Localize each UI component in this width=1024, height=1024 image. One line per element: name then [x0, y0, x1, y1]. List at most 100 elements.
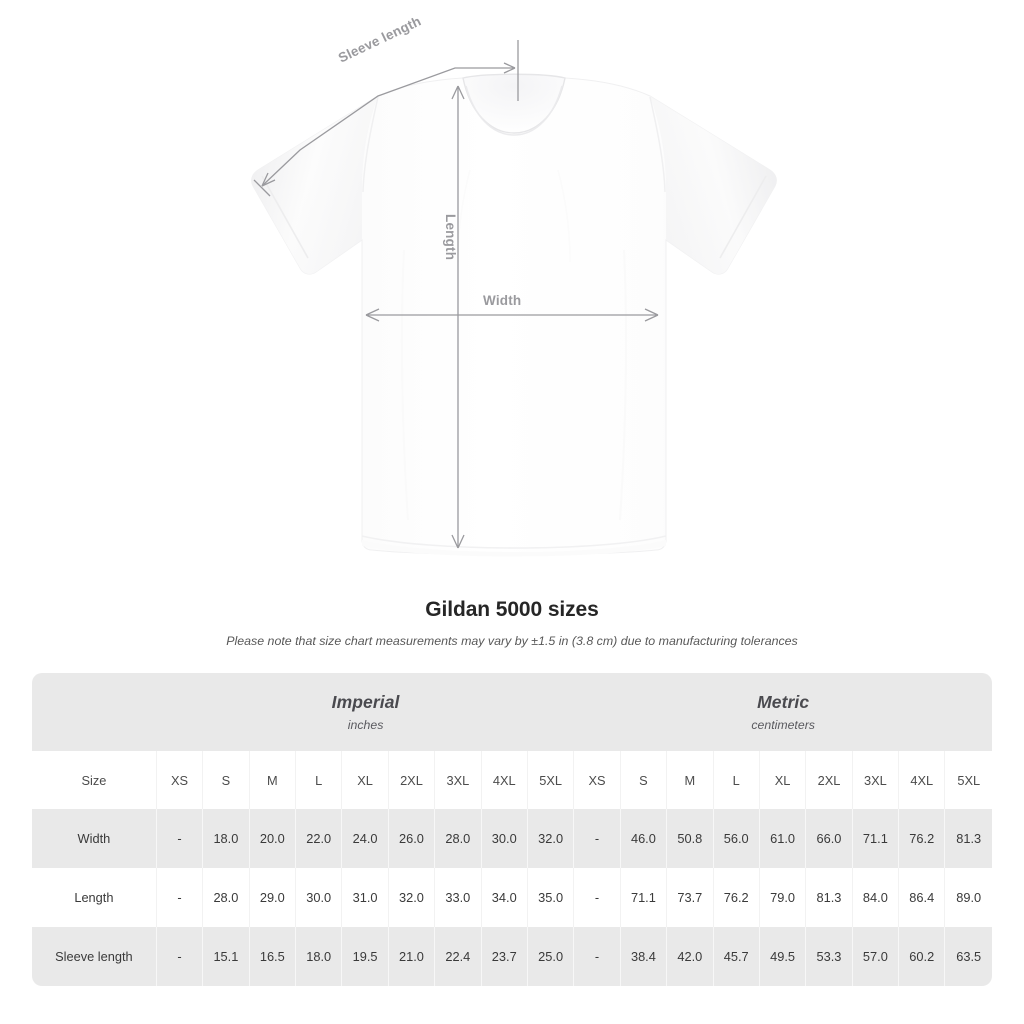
size-header-metric-xs: XS [574, 751, 621, 809]
width-label: Width [483, 293, 522, 308]
size-header-imperial-5xl: 5XL [527, 751, 575, 809]
size-header-metric-m: M [667, 751, 714, 809]
size-header-imperial-xs: XS [156, 751, 204, 809]
size-header-label: Size [32, 751, 157, 809]
chart-caption: Gildan 5000 sizes Please note that size … [0, 598, 1024, 648]
cell-width-imperial-3xl: 28.0 [435, 809, 482, 868]
cell-length-metric-m: 73.7 [667, 868, 714, 927]
cell-length-metric-l: 76.2 [713, 868, 760, 927]
table-row: Width -18.0 20.0 22.0 24.0 26.0 28.0 30.0 32.0-4… [32, 809, 992, 868]
cell-length-imperial-m: 29.0 [249, 868, 296, 927]
measurement-arrows [253, 40, 659, 549]
cell-length-metric-5xl: 89.0 [945, 868, 992, 927]
cell-sleeve-length-imperial-3xl: 22.4 [435, 927, 482, 986]
cell-width-imperial-2xl: 26.0 [388, 809, 436, 868]
cell-width-metric-3xl: 71.1 [852, 809, 900, 868]
cell-width-imperial-l: 22.0 [295, 809, 343, 868]
unit-band-spacer [32, 673, 157, 751]
cell-width-metric-5xl: 81.3 [945, 809, 992, 868]
cell-sleeve-length-metric-4xl: 60.2 [899, 927, 946, 986]
cell-width-metric-2xl: 66.0 [806, 809, 853, 868]
cell-length-imperial-2xl: 32.0 [388, 868, 436, 927]
size-header-metric-5xl: 5XL [945, 751, 992, 809]
cell-sleeve-length-imperial-m: 16.5 [249, 927, 296, 986]
cell-length-imperial-xl: 31.0 [342, 868, 389, 927]
cell-length-metric-4xl: 86.4 [899, 868, 946, 927]
tshirt-illustration [251, 40, 777, 557]
cell-width-metric-4xl: 76.2 [899, 809, 946, 868]
cell-sleeve-length-imperial-s: 15.1 [203, 927, 250, 986]
cell-sleeve-length-imperial-2xl: 21.0 [388, 927, 436, 986]
size-header-imperial-3xl: 3XL [435, 751, 482, 809]
size-header-imperial-l: L [295, 751, 343, 809]
size-header-imperial-4xl: 4XL [481, 751, 528, 809]
cell-sleeve-length-imperial-xl: 19.5 [342, 927, 389, 986]
cell-length-metric-xl: 79.0 [759, 868, 807, 927]
size-chart-table: Imperial inches Metric centimeters Size … [32, 673, 992, 986]
cell-sleeve-length-imperial-xs: - [156, 927, 204, 986]
unit-sub-imperial: inches [347, 718, 384, 732]
size-header-imperial-m: M [249, 751, 296, 809]
cell-length-metric-s: 71.1 [620, 868, 668, 927]
table-row: Length -28.0 29.0 30.0 31.0 32.0 33.0 34.0 35.0-… [32, 868, 992, 927]
cell-length-metric-xs: - [574, 868, 621, 927]
table-head: Imperial inches Metric centimeters Size … [32, 673, 992, 809]
size-header-row: Size XS S M L XL 2XL 3XL 4XL 5XL XS S M L XL 2XL 3XL 4XL… [32, 751, 992, 809]
cell-sleeve-length-metric-xs: - [574, 927, 621, 986]
cell-length-imperial-3xl: 33.0 [435, 868, 482, 927]
cell-width-imperial-5xl: 32.0 [527, 809, 575, 868]
cell-length-metric-3xl: 84.0 [852, 868, 900, 927]
cell-sleeve-length-imperial-5xl: 25.0 [527, 927, 575, 986]
cell-length-imperial-xs: - [156, 868, 204, 927]
unit-band-row: Imperial inches Metric centimeters [32, 673, 992, 751]
shirt-silhouette [251, 73, 777, 557]
cell-length-imperial-l: 30.0 [295, 868, 343, 927]
cell-sleeve-length-metric-2xl: 53.3 [806, 927, 853, 986]
row-label-width: Width [32, 809, 157, 868]
cell-width-imperial-m: 20.0 [249, 809, 296, 868]
size-header-metric-2xl: 2XL [806, 751, 853, 809]
size-chart-table-wrapper: Imperial inches Metric centimeters Size … [32, 673, 992, 986]
cell-sleeve-length-metric-xl: 49.5 [759, 927, 807, 986]
cell-width-metric-xs: - [574, 809, 621, 868]
size-header-imperial-xl: XL [342, 751, 389, 809]
page-title: Gildan 5000 sizes [425, 598, 599, 621]
cell-sleeve-length-metric-3xl: 57.0 [852, 927, 900, 986]
size-header-metric-s: S [620, 751, 668, 809]
table-row: Sleeve length -15.1 16.5 18.0 19.5 21.0 22.4 23… [32, 927, 992, 986]
length-label: Length [443, 214, 458, 261]
unit-header-metric: Metric centimeters [574, 673, 992, 751]
unit-header-imperial: Imperial inches [156, 673, 575, 751]
cell-width-imperial-4xl: 30.0 [481, 809, 528, 868]
size-header-metric-4xl: 4XL [899, 751, 946, 809]
cell-width-metric-s: 46.0 [620, 809, 668, 868]
unit-sub-metric: centimeters [751, 718, 815, 732]
cell-width-metric-l: 56.0 [713, 809, 760, 868]
cell-length-imperial-5xl: 35.0 [527, 868, 575, 927]
cell-length-imperial-4xl: 34.0 [481, 868, 528, 927]
cell-width-metric-m: 50.8 [667, 809, 714, 868]
cell-width-imperial-xs: - [156, 809, 204, 868]
size-header-metric-3xl: 3XL [852, 751, 900, 809]
cell-sleeve-length-metric-m: 42.0 [667, 927, 714, 986]
size-header-imperial-s: S [203, 751, 250, 809]
size-header-metric-xl: XL [759, 751, 807, 809]
size-header-imperial-2xl: 2XL [388, 751, 436, 809]
cell-width-imperial-xl: 24.0 [342, 809, 389, 868]
cell-sleeve-length-metric-s: 38.4 [620, 927, 668, 986]
cell-sleeve-length-imperial-l: 18.0 [295, 927, 343, 986]
table-body: Width -18.0 20.0 22.0 24.0 26.0 28.0 30.0 32.0-4… [32, 809, 992, 986]
cell-length-imperial-s: 28.0 [203, 868, 250, 927]
cell-sleeve-length-imperial-4xl: 23.7 [481, 927, 528, 986]
unit-name-metric: Metric [757, 692, 810, 712]
row-label-sleeve-length: Sleeve length [32, 927, 157, 986]
tshirt-diagram: Sleeve length Length Width [251, 13, 777, 557]
cell-length-metric-2xl: 81.3 [806, 868, 853, 927]
cell-sleeve-length-metric-5xl: 63.5 [945, 927, 992, 986]
row-label-length: Length [32, 868, 157, 927]
cell-sleeve-length-metric-l: 45.7 [713, 927, 760, 986]
cell-width-imperial-s: 18.0 [203, 809, 250, 868]
unit-name-imperial: Imperial [331, 692, 400, 712]
cell-width-metric-xl: 61.0 [759, 809, 807, 868]
tolerance-note: Please note that size chart measurements… [226, 634, 798, 648]
